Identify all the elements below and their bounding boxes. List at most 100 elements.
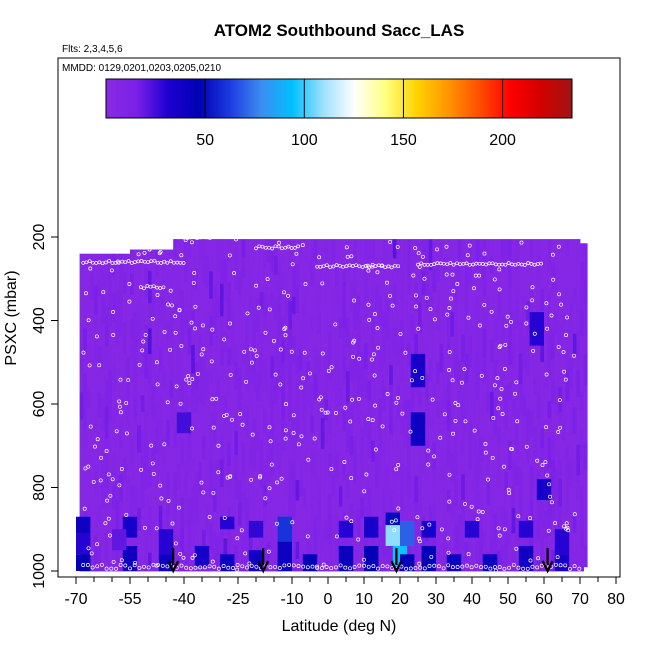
heatmap-cell	[464, 383, 469, 411]
heatmap-cell	[184, 334, 188, 358]
sample-point	[277, 566, 282, 570]
heatmap-cell	[176, 489, 181, 508]
sample-point	[186, 374, 191, 379]
heatmap-cell	[468, 470, 473, 488]
heatmap-cell	[562, 439, 566, 472]
heatmap-cell	[457, 483, 462, 515]
heatmap-cell	[572, 239, 577, 261]
heatmap-cell	[295, 401, 300, 421]
sample-point	[307, 371, 312, 376]
heatmap-cell	[209, 345, 214, 370]
sample-point	[416, 262, 420, 267]
heatmap-cell	[497, 505, 502, 532]
heatmap-cell	[317, 355, 322, 375]
heatmap-cell	[479, 561, 484, 572]
heatmap-cell	[302, 469, 307, 489]
heatmap-cell	[367, 355, 372, 382]
heatmap-cell	[248, 267, 253, 296]
heatmap-cell	[551, 491, 556, 521]
heatmap-cell	[234, 545, 239, 570]
colorbar: 50 100 150 200	[105, 78, 573, 149]
heatmap-cell	[360, 239, 365, 257]
sample-point	[514, 380, 519, 385]
heatmap-cell	[148, 486, 152, 507]
heatmap-cell	[360, 518, 365, 540]
heatmap-cell	[220, 459, 224, 488]
heatmap-cell	[536, 520, 541, 541]
heatmap-cell	[432, 269, 437, 293]
heatmap-cell	[288, 356, 293, 389]
profile-arrow-head	[541, 560, 554, 574]
heatmap-cell	[461, 314, 466, 335]
heatmap-cell	[349, 503, 354, 533]
sample-point	[137, 565, 142, 570]
heatmap-cell	[396, 271, 401, 292]
heatmap-cell	[504, 262, 509, 294]
heatmap-cell-highlight	[529, 312, 544, 346]
sample-point	[489, 309, 494, 314]
heatmap-cell	[302, 317, 307, 341]
heatmap-cell	[324, 520, 329, 544]
heatmap-cell	[259, 259, 264, 293]
heatmap-cell	[320, 308, 325, 336]
heatmap-cell	[446, 430, 451, 450]
heatmap-cell	[227, 487, 232, 508]
sample-point	[414, 293, 418, 298]
heatmap-cell	[331, 537, 336, 569]
heatmap-cell	[353, 330, 358, 355]
heatmap-cell	[367, 399, 372, 430]
heatmap-cell	[266, 510, 271, 543]
heatmap-cell	[457, 513, 462, 536]
heatmap-cell	[569, 239, 574, 273]
heatmap-cell	[500, 568, 505, 572]
heatmap-cell	[198, 305, 203, 335]
sample-point	[453, 401, 458, 405]
heatmap-cell	[364, 462, 368, 491]
sample-point	[105, 498, 110, 503]
sample-point	[139, 467, 144, 472]
sample-point	[465, 253, 470, 258]
x-tick-label: 60	[535, 591, 553, 608]
heatmap-cell	[331, 369, 336, 392]
heatmap-cell	[572, 287, 577, 306]
heatmap-cell	[158, 505, 163, 538]
heatmap-cell	[450, 239, 455, 257]
sample-point	[333, 322, 338, 327]
heatmap-cell-highlight	[158, 554, 174, 571]
heatmap-cell	[562, 266, 566, 299]
heatmap-cell	[446, 287, 451, 306]
heatmap-cell	[295, 479, 300, 501]
sample-point	[342, 460, 347, 464]
heatmap-cell	[158, 396, 163, 417]
heatmap-cell	[407, 293, 412, 313]
heatmap-cell	[349, 436, 354, 456]
sample-point	[490, 455, 495, 460]
heatmap-cell	[187, 427, 192, 449]
heatmap-cell	[176, 287, 181, 319]
x-tick-label: -55	[118, 591, 141, 608]
heatmap-cell	[187, 304, 192, 329]
sample-point	[214, 234, 219, 239]
heatmap-cell	[79, 419, 84, 445]
heatmap-cell	[259, 408, 264, 440]
heatmap-cell	[508, 526, 512, 546]
heatmap-cell	[310, 260, 314, 287]
heatmap-cell	[360, 286, 365, 305]
sample-point	[432, 317, 437, 322]
heatmap-cell	[194, 520, 199, 551]
heatmap-cell	[526, 279, 530, 302]
sample-point	[268, 565, 273, 570]
heatmap-cell	[500, 270, 505, 291]
heatmap-cell	[382, 239, 386, 264]
heatmap-cell	[392, 422, 397, 453]
heatmap-cell	[320, 551, 325, 571]
heatmap-cell	[414, 476, 419, 503]
heatmap-cell	[238, 502, 242, 527]
sample-point	[106, 472, 111, 477]
heatmap-cell	[112, 322, 116, 347]
heatmap-cell	[238, 435, 242, 459]
heatmap-cell	[565, 464, 570, 492]
sample-point	[562, 524, 566, 529]
heatmap-cell	[151, 349, 156, 368]
heatmap-cell	[284, 483, 289, 503]
